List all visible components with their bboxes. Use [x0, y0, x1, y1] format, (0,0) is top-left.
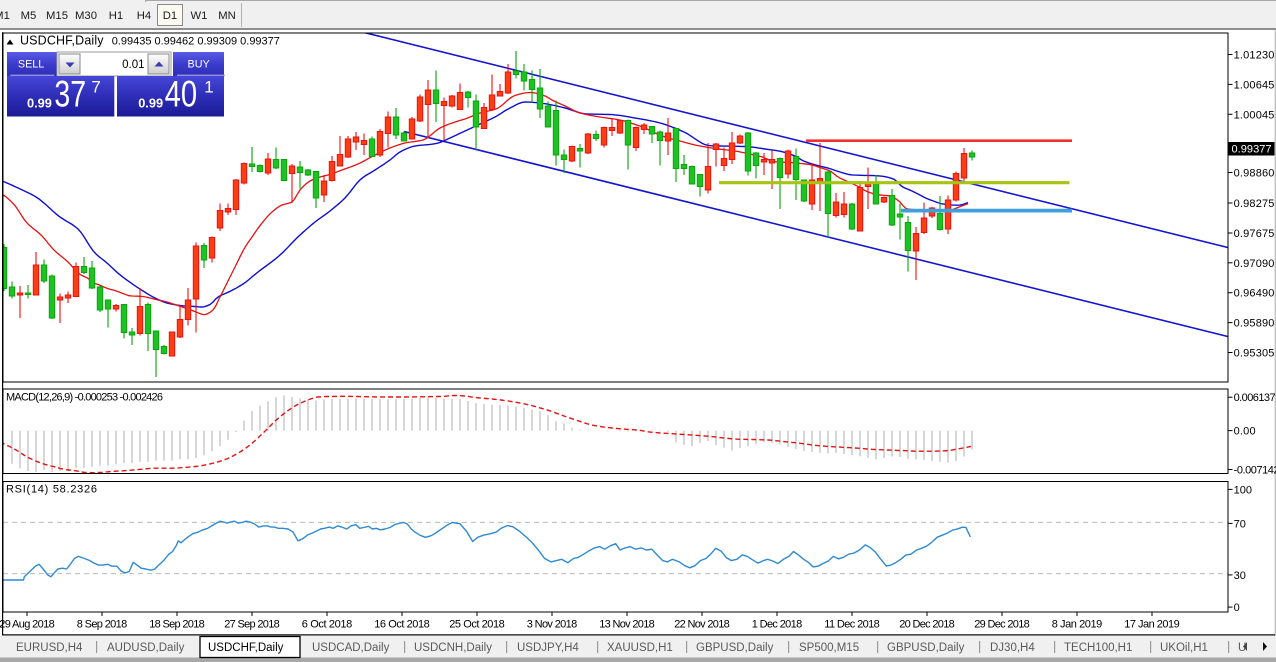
- svg-text:U: U: [1238, 642, 1246, 654]
- svg-text:XAUUSD,H1: XAUUSD,H1: [607, 642, 673, 654]
- svg-text:0.95305: 0.95305: [1234, 348, 1275, 360]
- svg-text:3 Nov 2018: 3 Nov 2018: [527, 619, 578, 631]
- svg-text:18 Sep 2018: 18 Sep 2018: [149, 619, 205, 631]
- svg-text:6 Oct 2018: 6 Oct 2018: [302, 619, 353, 631]
- svg-text:100: 100: [1234, 484, 1252, 496]
- svg-text:8 Jan 2019: 8 Jan 2019: [1052, 619, 1103, 631]
- svg-text:AUDUSD,Daily: AUDUSD,Daily: [107, 642, 185, 654]
- svg-text:MN: MN: [218, 10, 236, 22]
- svg-text:40: 40: [165, 74, 198, 115]
- svg-text:SELL: SELL: [18, 59, 44, 71]
- svg-text:RSI(14) 58.2326: RSI(14) 58.2326: [6, 484, 97, 496]
- svg-text:29 Aug 2018: 29 Aug 2018: [0, 619, 55, 631]
- svg-text:GBPUSD,Daily: GBPUSD,Daily: [696, 642, 774, 654]
- svg-text:29 Dec 2018: 29 Dec 2018: [974, 619, 1030, 631]
- svg-text:W1: W1: [191, 10, 208, 22]
- svg-text:0.00: 0.00: [1234, 426, 1256, 438]
- svg-text:0.01: 0.01: [122, 59, 144, 71]
- svg-text:H1: H1: [109, 10, 123, 22]
- svg-text:SP500,M15: SP500,M15: [799, 642, 859, 654]
- svg-text:USDCHF,Daily: USDCHF,Daily: [20, 34, 104, 48]
- svg-text:M30: M30: [75, 10, 97, 22]
- svg-text:H4: H4: [137, 10, 151, 22]
- svg-text:TECH100,H1: TECH100,H1: [1064, 642, 1132, 654]
- svg-text:-0.007142: -0.007142: [1234, 465, 1276, 477]
- svg-text:DJ30,H4: DJ30,H4: [990, 642, 1035, 654]
- svg-text:16 Oct 2018: 16 Oct 2018: [374, 619, 430, 631]
- svg-text:1.01230: 1.01230: [1234, 50, 1275, 62]
- svg-text:0.97675: 0.97675: [1234, 228, 1275, 240]
- svg-text:0.006137: 0.006137: [1234, 392, 1276, 404]
- svg-text:M15: M15: [46, 10, 68, 22]
- svg-text:0.99: 0.99: [27, 96, 52, 111]
- svg-text:EURUSD,H4: EURUSD,H4: [16, 642, 83, 654]
- svg-text:M5: M5: [21, 10, 37, 22]
- svg-text:22 Nov 2018: 22 Nov 2018: [674, 619, 730, 631]
- svg-text:13 Nov 2018: 13 Nov 2018: [599, 619, 655, 631]
- svg-text:1 Dec 2018: 1 Dec 2018: [752, 619, 803, 631]
- svg-text:27 Sep 2018: 27 Sep 2018: [224, 619, 280, 631]
- svg-text:USDCNH,Daily: USDCNH,Daily: [414, 642, 492, 654]
- svg-text:0.98275: 0.98275: [1234, 198, 1275, 210]
- svg-text:0: 0: [1234, 602, 1240, 614]
- svg-text:0.95890: 0.95890: [1234, 318, 1275, 330]
- svg-text:7: 7: [91, 78, 100, 97]
- svg-text:20 Dec 2018: 20 Dec 2018: [899, 619, 955, 631]
- svg-text:USDCAD,Daily: USDCAD,Daily: [312, 642, 390, 654]
- svg-text:70: 70: [1234, 518, 1246, 530]
- svg-text:1.00045: 1.00045: [1234, 109, 1275, 121]
- svg-text:30: 30: [1234, 570, 1246, 582]
- svg-text:0.99435 0.99462 0.99309 0.9937: 0.99435 0.99462 0.99309 0.99377: [112, 36, 280, 48]
- svg-text:USDJPY,H4: USDJPY,H4: [517, 642, 579, 654]
- svg-text:37: 37: [54, 74, 86, 116]
- svg-text:MACD(12,26,9) -0.000253 -0.002: MACD(12,26,9) -0.000253 -0.002426: [6, 392, 163, 404]
- svg-text:1: 1: [204, 78, 213, 97]
- svg-text:BUY: BUY: [188, 59, 210, 71]
- svg-text:0.99: 0.99: [138, 96, 163, 111]
- svg-text:M1: M1: [0, 10, 10, 22]
- svg-text:USDCHF,Daily: USDCHF,Daily: [208, 642, 284, 654]
- svg-text:11 Dec 2018: 11 Dec 2018: [824, 619, 880, 631]
- svg-text:8 Sep 2018: 8 Sep 2018: [77, 619, 128, 631]
- svg-text:0.98860: 0.98860: [1234, 168, 1275, 180]
- svg-text:GBPUSD,Daily: GBPUSD,Daily: [887, 642, 965, 654]
- svg-text:0.99377: 0.99377: [1232, 144, 1272, 156]
- svg-text:1.00645: 1.00645: [1234, 79, 1275, 91]
- svg-text:0.96490: 0.96490: [1234, 288, 1275, 300]
- svg-text:25 Oct 2018: 25 Oct 2018: [449, 619, 505, 631]
- svg-text:D1: D1: [163, 10, 177, 22]
- svg-text:17 Jan 2019: 17 Jan 2019: [1124, 619, 1180, 631]
- svg-text:UKOil,H1: UKOil,H1: [1160, 642, 1208, 654]
- svg-text:0.97090: 0.97090: [1234, 258, 1275, 270]
